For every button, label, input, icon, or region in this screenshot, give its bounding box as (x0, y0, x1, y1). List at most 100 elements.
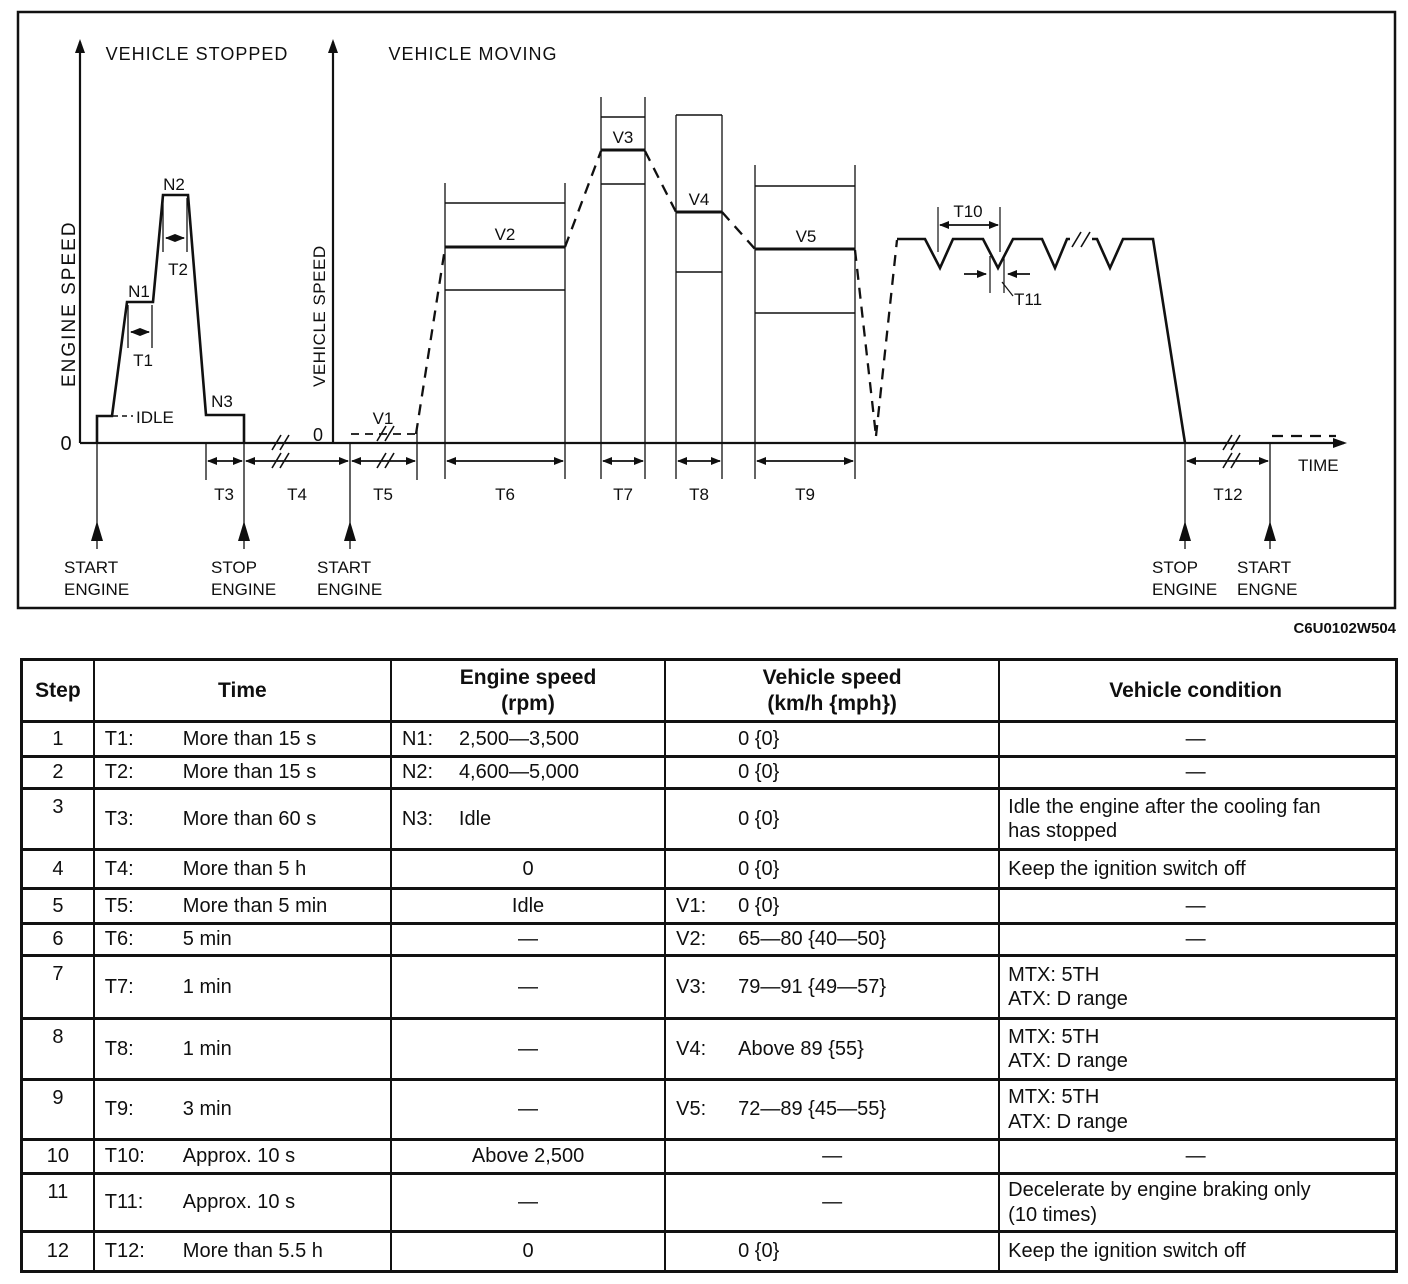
left-plot-title: VEHICLE STOPPED (106, 44, 289, 64)
condition-cell: — (1185, 761, 1206, 784)
start-engine-3-l1: START (1237, 558, 1291, 577)
right-plot-title: VEHICLE MOVING (388, 44, 557, 64)
stop-engine-2-l1: STOP (1152, 558, 1198, 577)
v2-label: V2 (495, 225, 516, 244)
step-cell: 7 (23, 957, 95, 1017)
vehicle-cell: 0 {0} (666, 790, 1001, 848)
vehicle-cell: V4: Above 89 {55} (666, 1020, 1001, 1078)
start-engine-1-l2: ENGINE (64, 580, 129, 599)
t9-label: T9 (795, 485, 815, 504)
t11-label: T11 (1014, 290, 1042, 309)
step-cell: 6 (23, 925, 95, 954)
condition-cell: MTX: 5TH ATX: D range (1008, 1025, 1128, 1072)
start-engine-2-l1: START (317, 558, 371, 577)
condition-cell: Decelerate by engine braking only (10 tim… (1008, 1179, 1311, 1226)
condition-cell: MTX: 5TH ATX: D range (1008, 1086, 1128, 1133)
time-cell: T7: 1 min (95, 957, 392, 1017)
step-cell: 8 (23, 1020, 95, 1078)
n3-label: N3 (211, 392, 233, 411)
v3-label: V3 (613, 128, 634, 147)
table-row: 7 T7: 1 min — V3: 79—91 {49—57} MTX: 5TH AT… (23, 957, 1395, 1020)
step-cell: 2 (23, 758, 95, 787)
step-cell: 3 (23, 790, 95, 848)
engine-cell: Idle (392, 890, 667, 922)
step-cell: 11 (23, 1175, 95, 1230)
start-engine-3-l2: ENGNE (1237, 580, 1297, 599)
engine-cell: N1: 2,500—3,500 (392, 723, 667, 755)
start-engine-1-l1: START (64, 558, 118, 577)
condition-cell: — (1185, 1145, 1206, 1168)
table-row: 10 T10: Approx. 10 s Above 2,500 — — (23, 1141, 1395, 1175)
t2-label: T2 (168, 260, 188, 279)
vehicle-cell: 0 {0} (666, 851, 1001, 887)
stop-engine-2-l2: ENGINE (1152, 580, 1217, 599)
diagram-labels: VEHICLE STOPPED VEHICLE MOVING ENGINE SP… (59, 44, 1397, 637)
table-row: 12 T12: More than 5.5 h 0 0 {0} Keep the … (23, 1233, 1395, 1270)
vehicle-speed-axis-label: VEHICLE SPEED (310, 245, 329, 387)
engine-zero-label: 0 (60, 433, 71, 455)
vehicle-cell: — (666, 1141, 1001, 1172)
below-axis-ticks (205, 430, 418, 480)
n2-label: N2 (163, 175, 185, 194)
engine-cell: — (392, 957, 667, 1017)
figure-code: C6U0102W504 (1293, 620, 1396, 637)
step-cell: 5 (23, 890, 95, 922)
n1-n2-dimension-ticks (127, 198, 188, 348)
step-cell: 1 (23, 723, 95, 755)
condition-cell: Keep the ignition switch off (1008, 857, 1246, 880)
table-row: 6 T6: 5 min — V2: 65—80 {40—50} — (23, 925, 1395, 957)
header-vehicle-condition: Vehicle condition (1109, 678, 1282, 702)
time-cell: T9: 3 min (95, 1081, 392, 1138)
table-row: 11 T11: Approx. 10 s — — Decelerate by en… (23, 1175, 1395, 1233)
t12-label: T12 (1213, 485, 1242, 504)
time-cell: T1: More than 15 s (95, 723, 392, 755)
stop-engine-1-l2: ENGINE (211, 580, 276, 599)
timing-diagram: VEHICLE STOPPED VEHICLE MOVING ENGINE SP… (16, 10, 1397, 637)
t3-label: T3 (214, 485, 234, 504)
vehicle-zero-label: 0 (313, 425, 323, 445)
step-cell: 12 (23, 1233, 95, 1270)
time-cell: T12: More than 5.5 h (95, 1233, 392, 1270)
v4-label: V4 (689, 190, 710, 209)
table-row: 8 T8: 1 min — V4: Above 89 {55} MTX: 5TH AT… (23, 1020, 1395, 1081)
idle-label: IDLE (136, 408, 174, 427)
engine-cell: — (392, 925, 667, 954)
time-label: TIME (1298, 456, 1339, 475)
start-engine-2-l2: ENGINE (317, 580, 382, 599)
vehicle-cell: — (666, 1175, 1001, 1230)
header-step: Step (23, 661, 95, 720)
t8-label: T8 (689, 485, 709, 504)
condition-cell: Keep the ignition switch off (1008, 1240, 1246, 1263)
drive-cycle-table: Step Time Engine speed (rpm) Vehicle spee… (20, 658, 1398, 1273)
vehicle-cell: 0 {0} (666, 758, 1001, 787)
t4-label: T4 (287, 485, 307, 504)
table-header-row: Step Time Engine speed (rpm) Vehicle spee… (23, 661, 1395, 723)
t6-label: T6 (495, 485, 515, 504)
vehicle-cell: V3: 79—91 {49—57} (666, 957, 1001, 1017)
table-row: 2 T2: More than 15 s N2: 4,600—5,000 0 {0}… (23, 758, 1395, 790)
engine-cell: N2: 4,600—5,000 (392, 758, 667, 787)
vehicle-cell: V2: 65—80 {40—50} (666, 925, 1001, 954)
t11-leader (1001, 281, 1014, 297)
vehicle-cell: 0 {0} (666, 1233, 1001, 1270)
vehicle-speed-bands (444, 97, 856, 479)
sawtooth-trace (897, 237, 1187, 444)
step-cell: 9 (23, 1081, 95, 1138)
table-row: 4 T4: More than 5 h 0 0 {0} Keep the igni… (23, 851, 1395, 890)
up-arrowheads (91, 521, 1276, 541)
engine-cell: 0 (392, 851, 667, 887)
table-row: 3 T3: More than 60 s N3: Idle 0 {0} Idle t… (23, 790, 1395, 851)
table-row: 1 T1: More than 15 s N1: 2,500—3,500 0 {0}… (23, 723, 1395, 758)
engine-cell: 0 (392, 1233, 667, 1270)
time-cell: T3: More than 60 s (95, 790, 392, 848)
engine-cell: — (392, 1020, 667, 1078)
v5-label: V5 (796, 227, 817, 246)
time-cell: T11: Approx. 10 s (95, 1175, 392, 1230)
time-cell: T2: More than 15 s (95, 758, 392, 787)
dashed-transitions (414, 150, 1336, 438)
condition-cell: — (1185, 894, 1206, 917)
vehicle-cell: V1: 0 {0} (666, 890, 1001, 922)
step-cell: 4 (23, 851, 95, 887)
engine-speed-trace (95, 193, 246, 443)
